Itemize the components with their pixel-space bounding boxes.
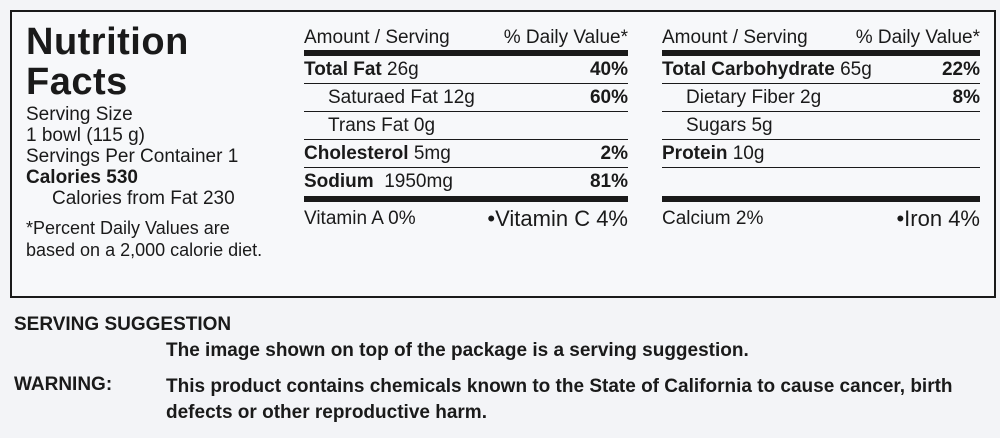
nutrient-row: Total Fat 26g 40% <box>304 50 628 84</box>
header-amount: Amount / Serving <box>304 27 450 48</box>
nutrient-amount: 12g <box>443 86 475 108</box>
nutrient-dv: 22% <box>941 58 980 80</box>
nutrient-column-left: Amount / Serving % Daily Value* Total Fa… <box>304 26 628 236</box>
nutrient-amount: 5mg <box>413 142 451 164</box>
nutrient-dv: 40% <box>589 58 628 80</box>
nutrient-name: Dietary Fiber <box>686 86 795 108</box>
nutrient-amount: 10g <box>732 142 765 164</box>
warning-title: WARNING: <box>14 374 113 395</box>
nutrient-dv: 2% <box>600 142 628 164</box>
nutrient-row: Saturaed Fat 12g 60% <box>304 84 628 112</box>
nutrient-dv: 60% <box>589 86 628 108</box>
nutrient-amount: 0g <box>413 114 436 136</box>
nutrient-name: Sodium <box>304 171 374 192</box>
nutrition-facts-panel: Nutrition Facts Serving Size 1 bowl (115… <box>10 10 996 298</box>
label-title: Nutrition Facts <box>26 21 189 103</box>
mineral-row: Calcium 2% •Iron 4% <box>662 196 980 236</box>
nutrient-amount: 1950mg <box>384 171 453 192</box>
header-amount: Amount / Serving <box>662 27 808 48</box>
servings-per-container: Servings Per Container 1 <box>26 146 239 167</box>
nutrient-name: Saturaed Fat <box>328 86 438 108</box>
calories: Calories 530 <box>26 167 138 188</box>
vitamin-c: •Vitamin C 4% <box>487 206 628 231</box>
column-header: Amount / Serving % Daily Value* <box>662 26 980 50</box>
nutrient-row: Trans Fat 0g <box>304 112 628 140</box>
nutrient-dv: 81% <box>589 171 628 192</box>
nutrient-row-empty <box>662 168 980 196</box>
column-header: Amount / Serving % Daily Value* <box>304 26 628 50</box>
nutrient-amount: 5g <box>751 114 773 136</box>
nutrient-row: Cholesterol 5mg 2% <box>304 140 628 168</box>
footnote-line-1: *Percent Daily Values are <box>26 218 230 238</box>
nutrient-row: Sugars 5g <box>662 112 980 140</box>
serving-size-value: 1 bowl (115 g) <box>26 125 145 146</box>
nutrient-name: Total Carbohydrate <box>662 58 835 80</box>
iron: •Iron 4% <box>896 206 980 231</box>
warning-text: This product contains chemicals known to… <box>166 376 953 423</box>
footnote-line-2: based on a 2,000 calorie diet. <box>26 240 263 260</box>
nutrient-amount: 2g <box>800 86 822 108</box>
header-daily-value: % Daily Value* <box>503 27 628 48</box>
serving-suggestion-text: The image shown on top of the package is… <box>166 340 749 361</box>
nutrient-column-right: Amount / Serving % Daily Value* Total Ca… <box>662 26 980 236</box>
nutrient-amount: 26g <box>387 58 419 80</box>
nutrient-amount: 65g <box>840 58 872 80</box>
nutrient-row: Dietary Fiber 2g 8% <box>662 84 980 112</box>
serving-size-label: Serving Size <box>26 104 133 125</box>
footnote: *Percent Daily Values are based on a 2,0… <box>26 217 306 261</box>
vitamin-row: Vitamin A 0% •Vitamin C 4% <box>304 196 628 236</box>
calcium: Calcium 2% <box>662 208 764 229</box>
nutrient-row: Protein 10g <box>662 140 980 168</box>
nutrient-name: Cholesterol <box>304 142 409 164</box>
nutrient-dv: 8% <box>952 86 980 108</box>
header-daily-value: % Daily Value* <box>855 27 980 48</box>
nutrient-name: Trans Fat <box>328 114 409 136</box>
nutrient-row: Sodium 1950mg 81% <box>304 168 628 196</box>
calories-from-fat: Calories from Fat 230 <box>52 188 235 209</box>
nutrient-name: Protein <box>662 142 728 164</box>
vitamin-a: Vitamin A 0% <box>304 208 416 229</box>
nutrient-name: Sugars <box>686 114 747 136</box>
label-summary: Nutrition Facts Serving Size 1 bowl (115… <box>26 22 306 261</box>
serving-suggestion-title: SERVING SUGGESTION <box>14 314 232 335</box>
nutrient-name: Total Fat <box>304 58 382 80</box>
nutrient-row: Total Carbohydrate 65g 22% <box>662 50 980 84</box>
